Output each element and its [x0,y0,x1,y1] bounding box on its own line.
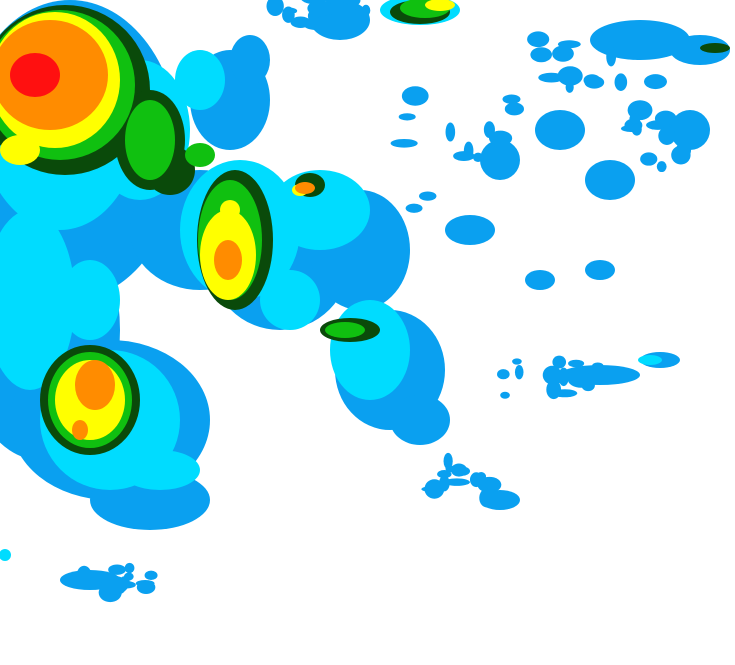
moderate-precipitation-cell [0,549,11,561]
intense-precipitation-cell [425,0,455,11]
light-precipitation-cell [656,161,667,173]
light-precipitation-cell [453,151,475,162]
light-precipitation-cell [502,94,521,104]
light-precipitation-cell [282,6,295,23]
light-precipitation-cell [500,391,510,399]
light-precipitation-cell [504,102,524,116]
moderate-precipitation-cell [175,50,225,110]
light-precipitation-cell [631,123,642,136]
light-precipitation-cell [398,113,416,121]
light-precipitation-cell [123,572,134,581]
light-precipitation-cell [592,362,604,369]
light-precipitation-cell [542,365,562,385]
light-precipitation-cell [584,76,605,89]
light-precipitation-cell [675,142,692,159]
very-intense-precipitation-cell [75,360,115,410]
light-precipitation-cell [480,140,520,180]
light-precipitation-cell [535,110,585,150]
moderate-precipitation-cell [260,270,320,330]
light-precipitation-cell [530,47,553,63]
light-precipitation-cell [100,575,129,595]
moderate-precipitation-cell [638,355,662,365]
moderate-precipitation-cell [60,260,120,340]
light-precipitation-cell [345,0,361,7]
light-precipitation-cell [525,270,555,290]
moderate-precipitation-cell [330,300,410,400]
light-precipitation-cell [567,372,595,388]
light-precipitation-cell [390,138,418,148]
light-precipitation-cell [135,580,155,587]
extreme-precipitation-cell [10,53,60,97]
light-precipitation-cell [443,478,470,486]
light-precipitation-cell [552,355,567,369]
heavy-precipitation-cell [125,100,175,180]
light-precipitation-cell [71,576,89,583]
light-precipitation-cell [557,66,583,86]
heavy-precipitation-cell [325,322,365,338]
light-precipitation-cell [558,367,569,387]
light-precipitation-cell [644,74,667,90]
light-precipitation-cell [419,191,437,201]
light-precipitation-cell [401,86,429,106]
light-precipitation-cell [585,160,635,200]
light-precipitation-cell [629,113,641,124]
light-precipitation-cell [144,570,158,581]
light-precipitation-cell [479,488,495,508]
intense-precipitation-cell [220,200,240,220]
light-precipitation-cell [443,452,453,470]
light-precipitation-cell [650,43,668,56]
red-precipitation-layer [10,53,60,97]
light-precipitation-cell [599,25,615,37]
light-precipitation-cell [512,358,522,365]
light-precipitation-cell [390,395,450,445]
light-precipitation-cell [437,469,452,479]
very-intense-precipitation-cell [214,240,242,280]
heavy-precipitation-cell [700,43,730,53]
heavy-precipitation-cell [185,143,215,167]
light-precipitation-cell [290,16,311,28]
light-precipitation-cell [489,130,513,146]
light-precipitation-cell [314,15,335,34]
light-precipitation-cell [658,126,676,145]
moderate-precipitation-cell [0,210,75,390]
light-precipitation-cell [670,110,710,150]
light-precipitation-cell [124,562,135,574]
light-precipitation-cell [585,260,615,280]
light-precipitation-cell [670,35,730,65]
light-precipitation-cell [568,359,585,368]
light-precipitation-cell [455,466,471,476]
light-precipitation-cell [472,152,484,163]
light-precipitation-cell [325,0,347,4]
light-precipitation-cell [538,72,565,83]
light-precipitation-cell [565,81,574,93]
intense-precipitation-cell [0,135,40,165]
light-precipitation-cell [108,564,126,575]
light-precipitation-cell [546,380,562,400]
light-precipitation-cell [307,0,334,17]
light-precipitation-cell [484,479,500,490]
light-precipitation-cell [552,45,574,62]
light-precipitation-cell [614,73,628,91]
light-precipitation-cell [445,215,495,245]
light-precipitation-cell [445,122,456,142]
light-precipitation-cell [439,475,450,492]
light-precipitation-cell [266,0,284,17]
moderate-precipitation-cell [120,450,200,490]
light-precipitation-cell [405,203,423,213]
light-precipitation-cell [606,46,617,67]
light-precipitation-cell [640,152,658,166]
light-precipitation-cell [230,35,270,85]
light-precipitation-cell [514,364,524,380]
light-precipitation-cell [354,7,365,17]
very-intense-precipitation-cell [295,182,315,194]
light-precipitation-cell [497,369,510,380]
light-precipitation-cell [527,31,550,48]
very-intense-precipitation-cell [72,420,88,440]
